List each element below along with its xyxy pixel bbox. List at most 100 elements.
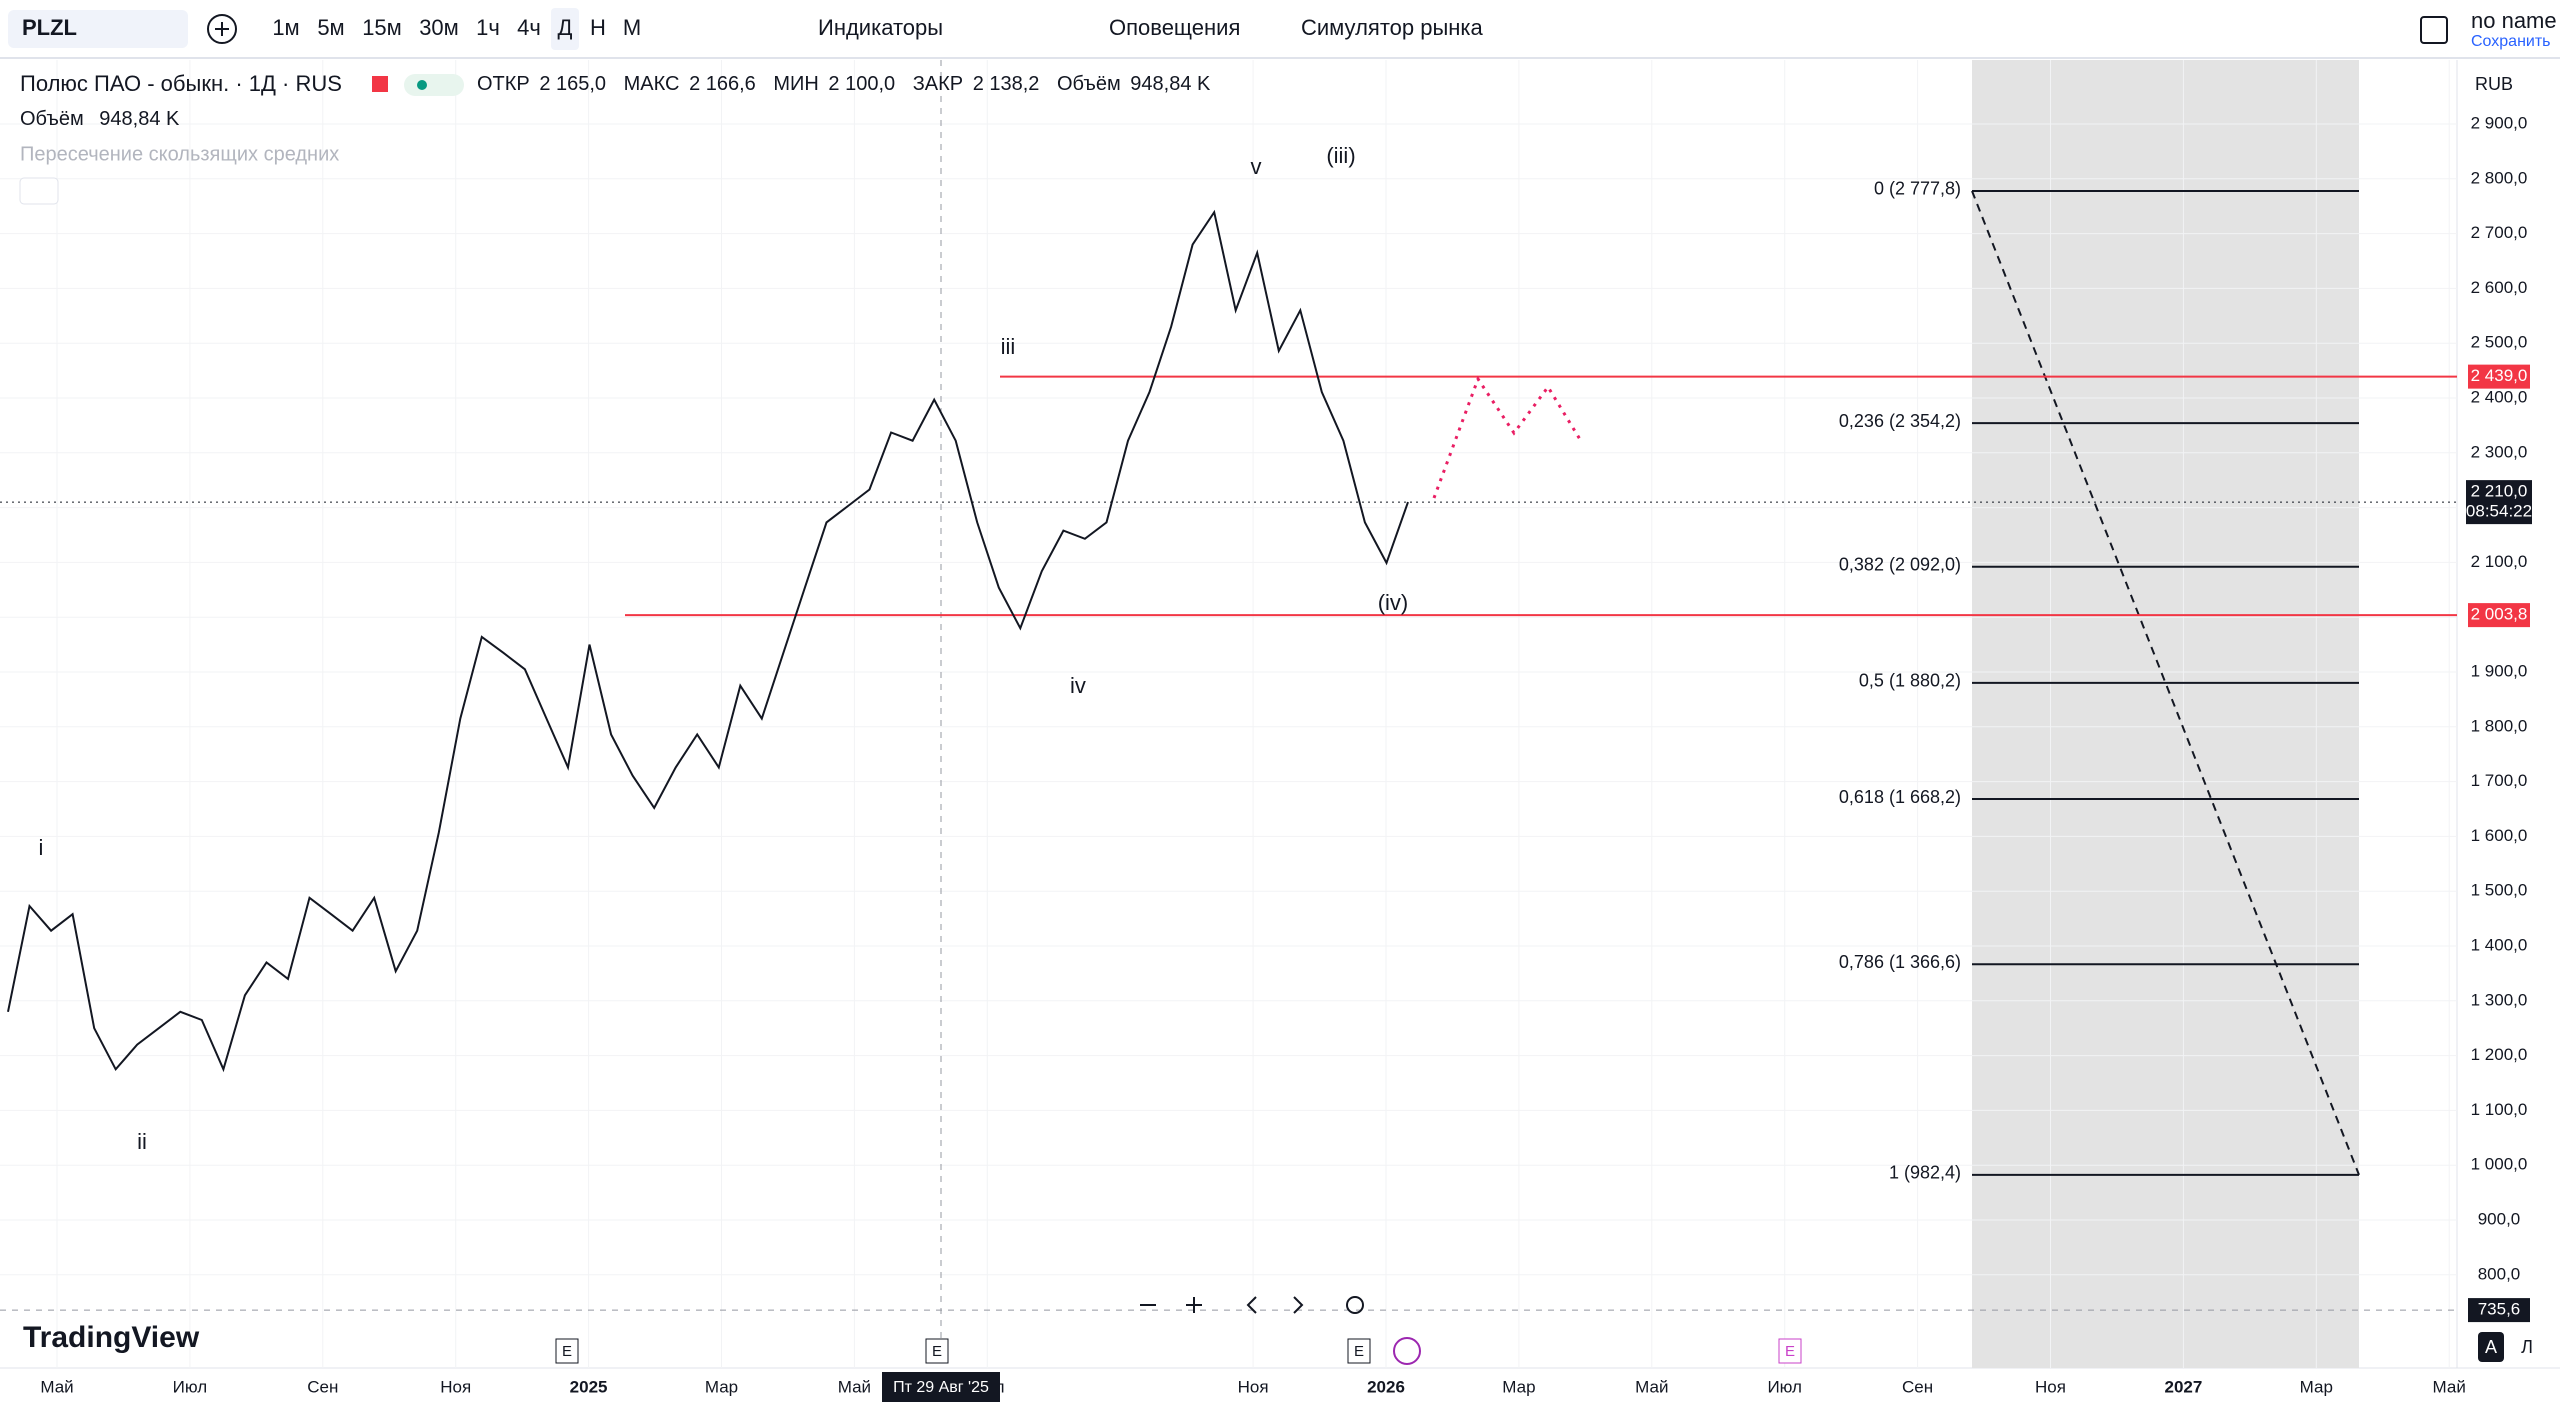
zoom-controls xyxy=(1140,1296,1364,1314)
last-price-box xyxy=(2466,480,2532,525)
interval-button[interactable]: 1ч xyxy=(476,15,500,40)
layout-icon[interactable] xyxy=(2420,16,2448,44)
replay-button[interactable]: Симулятор рынка xyxy=(1301,15,1484,40)
ohlc: ОТКР 2 165,0 МАКС 2 166,6 МИН 2 100,0 ЗА… xyxy=(477,73,1211,95)
earnings-markers: E E E E xyxy=(555,1338,1802,1364)
interval-button[interactable]: 30м xyxy=(419,15,459,40)
label: ЗАКР xyxy=(913,73,963,95)
interval-button[interactable]: 4ч xyxy=(517,15,541,40)
fib-label: 0 (2 777,8) xyxy=(1874,179,1961,199)
interval-button[interactable]: Д xyxy=(558,15,573,40)
active-interval xyxy=(551,8,579,50)
price-line xyxy=(7,209,1409,1073)
earnings-label: E xyxy=(562,1343,572,1360)
countdown: 08:54:22 xyxy=(2466,502,2532,521)
price-line-box xyxy=(2468,364,2530,389)
y-tick-label: 900,0 xyxy=(2478,1209,2521,1228)
currency[interactable]: RUB xyxy=(2475,74,2513,94)
earnings-label: E xyxy=(1354,1343,1364,1360)
earnings-marker[interactable] xyxy=(1778,1338,1802,1364)
plot xyxy=(0,60,2457,1368)
x-tick-label: 2027 xyxy=(2164,1377,2202,1396)
price-line-label: 2 003,8 xyxy=(2471,605,2528,624)
crosshair-date-box xyxy=(882,1372,1000,1402)
y-tick-label: 2 500,0 xyxy=(2471,333,2528,352)
y-tick-label: 2 800,0 xyxy=(2471,168,2528,187)
alerts-button[interactable]: Оповещения xyxy=(1109,15,1240,40)
crosshair-date: Пт 29 Авг '25 xyxy=(893,1379,989,1396)
y-tick-label: 1 400,0 xyxy=(2471,935,2528,954)
interval-button[interactable]: 15м xyxy=(362,15,402,40)
y-tick-label: 1 600,0 xyxy=(2471,826,2528,845)
x-tick-label: 2025 xyxy=(570,1377,608,1396)
interval-button[interactable]: Н xyxy=(590,15,606,40)
y-tick-label: 800,0 xyxy=(2478,1264,2521,1283)
symbol[interactable]: PLZL xyxy=(22,15,77,40)
x-tick-label: Май xyxy=(40,1377,73,1396)
reset[interactable] xyxy=(1346,1296,1364,1314)
y-tick-label: 1 000,0 xyxy=(2471,1155,2528,1174)
interval-group: 1м 5м 15м 30м 1ч 4ч Д Н М xyxy=(272,8,641,50)
logo: TradingView xyxy=(23,1321,200,1354)
fib-label: 0,618 (1 668,2) xyxy=(1839,787,1961,807)
auto-button[interactable] xyxy=(2478,1332,2504,1362)
earnings-label: E xyxy=(932,1343,942,1360)
y-tick-label: 1 900,0 xyxy=(2471,661,2528,680)
legend-title: Полюс ПАО - обыкн. · 1Д · RUS xyxy=(20,71,342,96)
log-button[interactable]: Л xyxy=(2521,1337,2533,1357)
x-tick-label: Июл xyxy=(173,1377,208,1396)
x-tick-label: Май xyxy=(838,1377,871,1396)
market-open-dot xyxy=(417,80,427,90)
crosshair-price-label: 735,6 xyxy=(2478,1300,2521,1319)
earnings-marker[interactable] xyxy=(925,1338,949,1364)
y-tick-label: 1 800,0 xyxy=(2471,716,2528,735)
earnings-marker[interactable] xyxy=(1347,1338,1371,1364)
symbol-box[interactable] xyxy=(8,10,188,48)
indicators-button[interactable]: Индикаторы xyxy=(818,15,943,40)
label: ОТКР xyxy=(477,73,530,95)
value: 948,84 K xyxy=(99,108,180,130)
value: 2 100,0 xyxy=(828,73,895,95)
interval-button[interactable]: 1м xyxy=(272,15,299,40)
y-tick-label: 1 700,0 xyxy=(2471,771,2528,790)
y-tick-label: 2 700,0 xyxy=(2471,223,2528,242)
interval-button[interactable]: 5м xyxy=(317,15,344,40)
value: 2 166,6 xyxy=(689,73,756,95)
fib-label: 0,382 (2 092,0) xyxy=(1839,555,1961,575)
scroll-left[interactable] xyxy=(1246,1296,1257,1314)
y-tick-label: 1 500,0 xyxy=(2471,881,2528,900)
collapse-button[interactable] xyxy=(19,177,59,205)
projection-path xyxy=(1432,375,1583,499)
value: 948,84 K xyxy=(1130,73,1211,95)
flag xyxy=(372,76,388,92)
y-tick-label: 1 200,0 xyxy=(2471,1045,2528,1064)
layout-name[interactable]: no name xyxy=(2471,8,2557,33)
x-tick-label: Май xyxy=(2433,1377,2466,1396)
earnings-marker[interactable] xyxy=(555,1338,579,1364)
save-button[interactable]: Сохранить xyxy=(2471,33,2551,50)
grid xyxy=(0,60,2457,1368)
volume-legend: Объём 948,84 K xyxy=(20,108,180,130)
dividends-marker[interactable] xyxy=(1393,1337,1421,1365)
scroll-right[interactable] xyxy=(1293,1296,1304,1314)
price-line-label: 2 439,0 xyxy=(2471,366,2528,385)
x-tick-label: Ноя xyxy=(440,1377,471,1396)
x-tick-label: Мар xyxy=(705,1377,738,1396)
fib-label: 0,236 (2 354,2) xyxy=(1839,411,1961,431)
fib-label: 0,786 (1 366,6) xyxy=(1839,952,1961,972)
wave-label: i xyxy=(39,835,44,860)
auto-label: A xyxy=(2485,1337,2497,1357)
x-tick-label: Мар xyxy=(1502,1377,1535,1396)
interval-button[interactable]: М xyxy=(623,15,641,40)
fib-label: 0,5 (1 880,2) xyxy=(1859,671,1961,691)
y-tick-label: 2 300,0 xyxy=(2471,442,2528,461)
value: 2 138,2 xyxy=(973,73,1040,95)
label: Объём xyxy=(1057,73,1121,95)
status-badge xyxy=(404,74,464,96)
x-tick-label: Сен xyxy=(307,1377,338,1396)
label: МИН xyxy=(773,73,818,95)
add-symbol[interactable] xyxy=(207,14,237,44)
crosshair-price-box xyxy=(2468,1298,2530,1323)
indicator-legend[interactable]: Пересечение скользящих средних xyxy=(20,143,339,165)
